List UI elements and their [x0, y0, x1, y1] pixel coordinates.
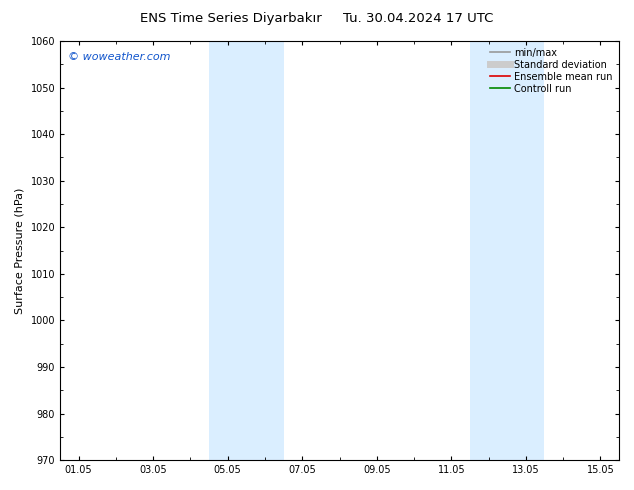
Bar	[209, 41, 247, 460]
Text: © woweather.com: © woweather.com	[68, 51, 171, 62]
Text: ENS Time Series Diyarbakır     Tu. 30.04.2024 17 UTC: ENS Time Series Diyarbakır Tu. 30.04.202…	[140, 12, 494, 25]
Y-axis label: Surface Pressure (hPa): Surface Pressure (hPa)	[15, 187, 25, 314]
Bar	[470, 41, 507, 460]
Bar	[247, 41, 283, 460]
Bar	[507, 41, 545, 460]
Legend: min/max, Standard deviation, Ensemble mean run, Controll run: min/max, Standard deviation, Ensemble me…	[486, 44, 616, 98]
